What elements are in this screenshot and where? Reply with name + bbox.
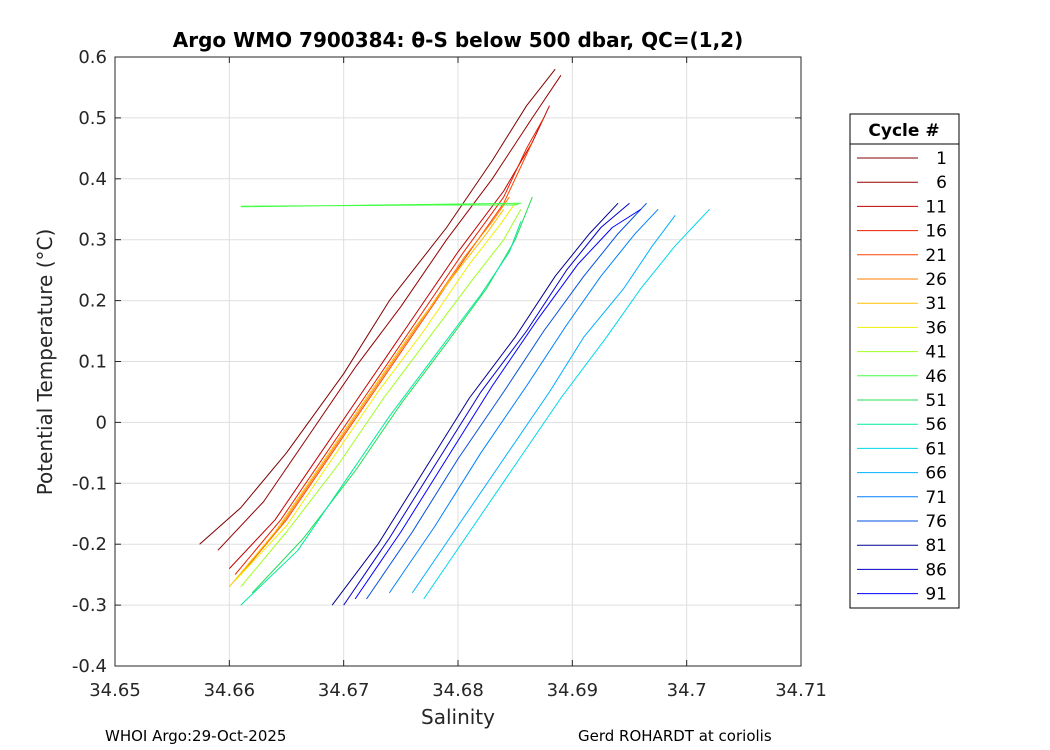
- y-tick-label: 0.4: [78, 169, 107, 190]
- y-tick-label: 0.3: [78, 230, 107, 251]
- y-tick-label: -0.1: [72, 473, 107, 494]
- legend-entry-label: 36: [925, 318, 947, 338]
- series-line-cycle-26: [234, 196, 510, 582]
- legend-entry-label: 81: [925, 536, 947, 556]
- legend: Cycle # 16111621263136414651566166717681…: [849, 113, 960, 609]
- x-tick-label: 34.68: [432, 680, 484, 701]
- series-line-cycle-16: [234, 117, 545, 575]
- series-line-cycle-11: [228, 105, 550, 569]
- legend-entry-label: 51: [925, 391, 947, 411]
- legend-box: [849, 113, 960, 609]
- series-line-cycle-36: [234, 202, 516, 582]
- legend-entry-label: 46: [925, 367, 947, 387]
- legend-entry-label: 31: [925, 294, 947, 314]
- legend-entry-label: 41: [925, 343, 947, 363]
- series-line-cycle-91: [354, 208, 642, 600]
- x-axis-ticks: 34.65 34.66 34.67 34.68 34.69 34.7 34.71: [89, 57, 827, 701]
- y-tick-label: -0.3: [72, 595, 107, 616]
- series-line-cycle-41: [240, 209, 522, 588]
- x-tick-label: 34.7: [667, 680, 707, 701]
- legend-entry-label: 21: [925, 246, 947, 266]
- legend-entry-label: 1: [936, 149, 947, 169]
- series-line-cycle-66: [411, 215, 676, 594]
- x-tick-label: 34.71: [775, 680, 827, 701]
- legend-entry-label: 61: [925, 439, 947, 459]
- legend-title: Cycle #: [868, 121, 939, 141]
- legend-entry-label: 16: [925, 222, 947, 242]
- y-tick-label: -0.2: [72, 534, 107, 555]
- series-line-cycle-86: [343, 202, 630, 606]
- legend-entry-label: 86: [925, 560, 947, 580]
- y-tick-label: -0.4: [72, 656, 107, 677]
- y-tick-label: 0.2: [78, 291, 107, 312]
- legend-entry-label: 66: [925, 464, 947, 484]
- x-tick-label: 34.65: [89, 680, 141, 701]
- series-line-cycle-1: [199, 68, 556, 545]
- x-tick-label: 34.69: [547, 680, 599, 701]
- series-line-cycle-81: [331, 202, 619, 606]
- legend-entry-label: 11: [925, 197, 947, 217]
- footer-right: Gerd ROHARDT at coriolis: [578, 727, 772, 745]
- y-axis-ticks: -0.4 -0.3 -0.2 -0.1 0 0.1 0.2 0.3 0.4 0.5 0.6: [72, 47, 801, 677]
- y-tick-label: 0.6: [78, 47, 107, 68]
- data-series: [199, 68, 710, 606]
- y-axis-label: Potential Temperature (°C): [33, 229, 57, 496]
- legend-entry-label: 56: [925, 415, 947, 435]
- legend-entry-label: 26: [925, 270, 947, 290]
- chart-title: Argo WMO 7900384: θ-S below 500 dbar, QC…: [173, 28, 743, 52]
- legend-entry-label: 6: [936, 173, 947, 193]
- series-line-cycle-76: [366, 202, 647, 600]
- series-line-cycle-71: [388, 208, 659, 594]
- y-tick-label: 0.5: [78, 108, 107, 129]
- series-line-cycle-6: [217, 75, 562, 551]
- x-axis-label: Salinity: [421, 705, 495, 729]
- series-line-cycle-56: [240, 221, 522, 606]
- y-tick-label: 0: [96, 412, 107, 433]
- series-line-cycle-21: [240, 142, 533, 575]
- legend-entry-label: 91: [925, 585, 947, 605]
- grid-lines: [115, 57, 801, 666]
- x-tick-label: 34.67: [318, 680, 370, 701]
- plot-area: 34.65 34.66 34.67 34.68 34.69 34.7 34.71 -0.4-…: [72, 47, 827, 701]
- legend-entry-label: 76: [925, 512, 947, 532]
- series-line-cycle-46: [240, 202, 522, 208]
- series-line-cycle-31: [228, 209, 505, 588]
- legend-entry-label: 71: [925, 488, 947, 508]
- series-line-cycle-61: [423, 208, 710, 600]
- x-tick-label: 34.66: [204, 680, 256, 701]
- y-tick-label: 0.1: [78, 352, 107, 373]
- footer-left: WHOI Argo:29-Oct-2025: [105, 727, 286, 745]
